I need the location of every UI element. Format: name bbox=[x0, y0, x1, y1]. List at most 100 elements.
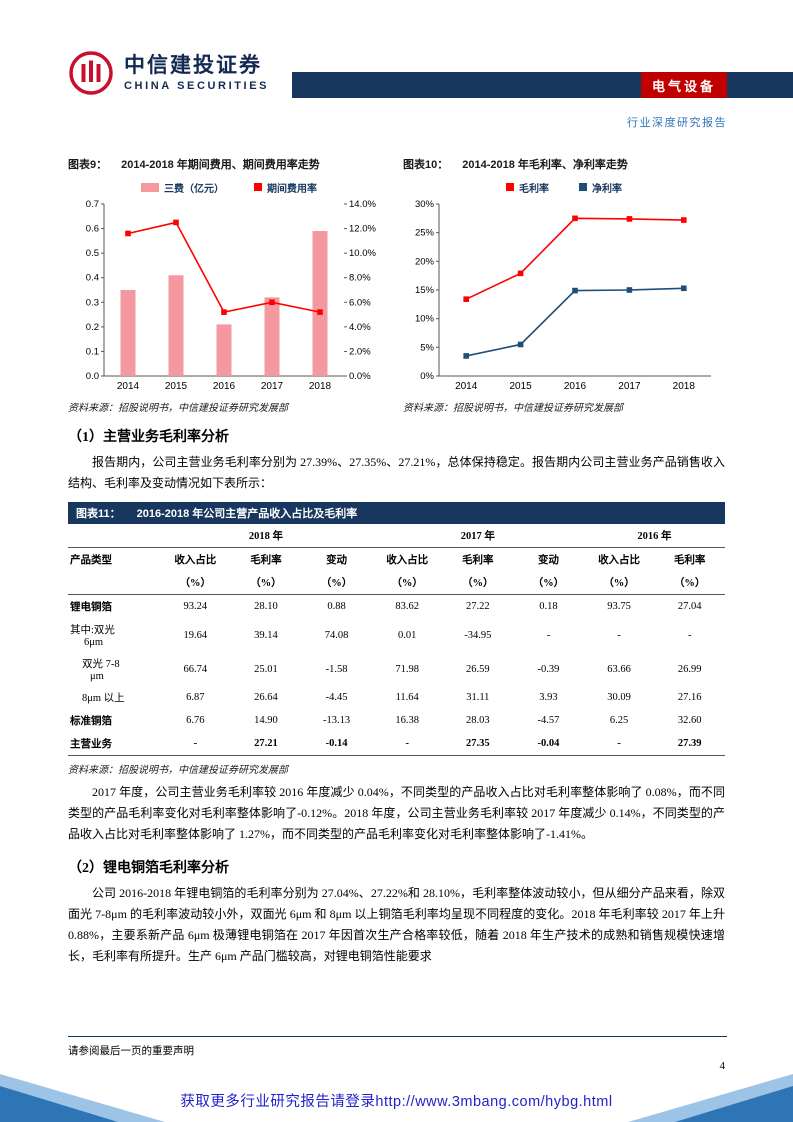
paragraph-1: 报告期内，公司主营业务毛利率分别为 27.39%、27.35%、27.21%，总… bbox=[68, 455, 725, 490]
table-cell: -34.95 bbox=[464, 629, 492, 641]
svg-text:25%: 25% bbox=[415, 228, 435, 239]
svg-text:14.0%: 14.0% bbox=[349, 199, 376, 210]
footer-divider bbox=[68, 1036, 727, 1037]
table-cell: 71.98 bbox=[395, 663, 419, 675]
footer-banner-link[interactable]: 获取更多行业研究报告请登录http://www.3mbang.com/hybg.… bbox=[180, 1094, 613, 1110]
table-cell: -1.58 bbox=[325, 663, 348, 675]
table-row: 双光 7-8 μm 66.74 25.01 -1.58 71.98 26.59 -0.39 63… bbox=[68, 652, 725, 686]
table-row: 其中:双光 6μm 19.64 39.14 74.08 0.01 -34.95 - - - bbox=[68, 618, 725, 652]
svg-text:2015: 2015 bbox=[509, 381, 532, 392]
table-row: 主营业务 -27.21 -0.14-27.35 -0.04-27.39 bbox=[68, 732, 725, 756]
column-header: 毛利率 bbox=[673, 555, 706, 566]
svg-text:10.0%: 10.0% bbox=[349, 248, 376, 259]
legend-swatch bbox=[141, 182, 159, 192]
svg-text:2.0%: 2.0% bbox=[349, 346, 371, 357]
table-corner-cell bbox=[68, 524, 160, 548]
main-content: 图表9： 2014-2018 年期间费用、期间费用率走势 三费（亿元） 期间费用率 … bbox=[68, 156, 725, 973]
table-title-bar: 图表11： 2016-2018 年公司主营产品收入占比及毛利率 bbox=[68, 502, 725, 524]
svg-text:2014: 2014 bbox=[117, 381, 140, 392]
margin-line-chart: 0% 5% 10% 15% 20% 25% 30% 2014 2015 2016 2017 2018 bbox=[415, 199, 711, 392]
table-cell: - bbox=[617, 629, 621, 641]
svg-text:8.0%: 8.0% bbox=[349, 273, 371, 284]
table-cell: 6.87 bbox=[186, 692, 205, 703]
figure-11-label: 图表11： bbox=[76, 508, 121, 520]
table-cell: 32.60 bbox=[677, 715, 702, 726]
expense-bar-line-chart: 0.0 0.1 0.2 0.3 0.4 0.5 0.6 0.7 0.0% 2.0% 4.0% 6.0%… bbox=[86, 199, 377, 392]
svg-text:2015: 2015 bbox=[165, 381, 188, 392]
row-label: 标准铜箔 bbox=[70, 716, 112, 727]
figure-10-caption: 图表10： 2014-2018 年毛利率、净利率走势 bbox=[403, 156, 725, 176]
row-label: 锂电铜箔 bbox=[70, 602, 112, 613]
table-cell: -0.39 bbox=[537, 663, 560, 675]
report-type-label: 行业深度研究报告 bbox=[627, 117, 727, 129]
column-header: 毛利率 bbox=[250, 555, 282, 566]
svg-text:20%: 20% bbox=[415, 256, 435, 267]
table-cell: 30.09 bbox=[607, 692, 631, 703]
page-number: 4 bbox=[719, 1060, 726, 1072]
table-cell: 83.62 bbox=[395, 601, 419, 612]
table-cell: 93.75 bbox=[607, 601, 631, 612]
figure-9-label: 图表9： bbox=[68, 159, 108, 171]
table-row: 8μm 以上 6.87 26.64 -4.45 11.64 31.11 3.93 30.09 2… bbox=[68, 686, 725, 709]
table-cell: 27.22 bbox=[466, 601, 490, 612]
table-cell: 26.64 bbox=[254, 692, 278, 703]
unit-cell: （%） bbox=[513, 571, 584, 595]
table-cell: -13.13 bbox=[323, 715, 351, 726]
legend-item: 毛利率 bbox=[506, 180, 549, 195]
svg-text:0.7: 0.7 bbox=[86, 199, 99, 210]
svg-text:5%: 5% bbox=[420, 342, 434, 353]
table-cell: 26.59 bbox=[466, 663, 490, 675]
table-cell: 0.18 bbox=[539, 601, 558, 612]
products-table: 2018 年 2017 年 2016 年 产品类型 收入占比 毛利率 变动 收入… bbox=[68, 524, 725, 756]
svg-text:0.2: 0.2 bbox=[86, 322, 99, 333]
svg-text:15%: 15% bbox=[415, 285, 435, 296]
svg-text:0.0%: 0.0% bbox=[349, 371, 371, 382]
table-cell: -0.14 bbox=[301, 732, 372, 756]
svg-text:6.0%: 6.0% bbox=[349, 297, 371, 308]
logo-icon bbox=[69, 51, 113, 95]
table-cell: 6.76 bbox=[186, 715, 205, 726]
column-header: 收入占比 bbox=[386, 555, 429, 566]
legend-item: 三费（亿元） bbox=[141, 180, 224, 195]
table-cell: 63.66 bbox=[607, 663, 631, 675]
legend-swatch bbox=[579, 183, 587, 191]
svg-text:2014: 2014 bbox=[455, 381, 478, 392]
table-cell: 31.11 bbox=[466, 692, 490, 703]
unit-cell: （%） bbox=[301, 571, 372, 595]
unit-cell: （%） bbox=[230, 571, 302, 595]
table-cell: 3.93 bbox=[539, 692, 558, 703]
table-year-row: 2018 年 2017 年 2016 年 bbox=[68, 524, 725, 548]
legend-swatch bbox=[254, 183, 262, 191]
svg-text:0.0: 0.0 bbox=[86, 371, 99, 382]
table-cell: 93.24 bbox=[183, 601, 208, 612]
figure-10-label: 图表10： bbox=[403, 159, 449, 171]
table-unit-row: （%） （%） （%） （%） （%） （%） （%） （%） bbox=[68, 571, 725, 595]
column-header: 变动 bbox=[326, 555, 348, 566]
unit-cell: （%） bbox=[160, 571, 231, 595]
logo-name-en: CHINA SECURITIES bbox=[124, 79, 270, 92]
unit-cell: （%） bbox=[442, 571, 514, 595]
unit-cell: （%） bbox=[371, 571, 443, 595]
svg-text:2016: 2016 bbox=[564, 381, 587, 392]
table-source: 资料来源：招股说明书，中信建投证券研究发展部 bbox=[68, 765, 288, 776]
legend-swatch bbox=[506, 183, 514, 191]
logo-name-cn: 中信建投证券 bbox=[124, 53, 262, 77]
column-header: 收入占比 bbox=[598, 555, 641, 566]
table-cell: 27.16 bbox=[677, 692, 702, 703]
table-cell: - bbox=[583, 732, 655, 756]
legend-label: 三费（亿元） bbox=[164, 183, 224, 195]
figures-row: 图表9： 2014-2018 年期间费用、期间费用率走势 三费（亿元） 期间费用率 … bbox=[68, 156, 725, 414]
svg-text:30%: 30% bbox=[415, 199, 435, 210]
paragraph-3: 公司 2016-2018 年锂电铜箔的毛利率分别为 27.04%、27.22%和… bbox=[68, 886, 725, 963]
table-cell: 6.25 bbox=[609, 715, 629, 726]
svg-text:10%: 10% bbox=[415, 314, 435, 325]
svg-text:12.0%: 12.0% bbox=[349, 224, 376, 235]
table-cell: 0.88 bbox=[327, 601, 346, 612]
row-label: 8μm 以上 bbox=[82, 693, 125, 704]
svg-text:2018: 2018 bbox=[309, 381, 332, 392]
column-header-product-type: 产品类型 bbox=[70, 555, 112, 566]
table-row: 锂电铜箔 93.24 28.10 0.88 83.62 27.22 0.18 93.75 27.… bbox=[68, 595, 725, 619]
legend-label: 净利率 bbox=[592, 183, 622, 195]
table-cell: 74.08 bbox=[324, 629, 349, 641]
figure-9-title: 2014-2018 年期间费用、期间费用率走势 bbox=[121, 159, 320, 171]
